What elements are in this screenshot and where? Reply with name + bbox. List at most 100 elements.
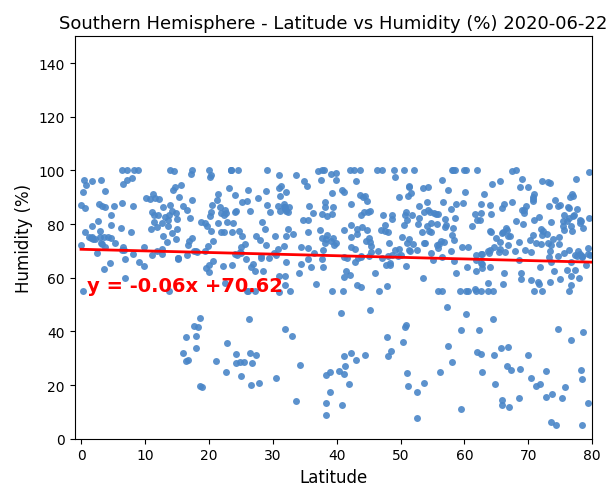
Point (95, 233, 105, 241)
Point (172, 225, 182, 233)
Point (408, 241, 418, 249)
Point (377, 167, 387, 175)
Point (472, 348, 482, 356)
Point (170, 184, 180, 192)
Point (328, 190, 338, 198)
Point (419, 239, 429, 247)
Point (346, 222, 356, 230)
Point (566, 258, 576, 266)
Point (423, 223, 432, 231)
Point (363, 197, 373, 205)
Point (434, 244, 444, 252)
Point (296, 260, 306, 268)
Point (118, 243, 128, 252)
Point (383, 253, 393, 261)
Point (294, 270, 304, 278)
Point (511, 217, 521, 225)
Point (187, 196, 197, 204)
Point (404, 183, 414, 191)
Point (160, 213, 169, 221)
Point (275, 192, 285, 200)
Point (448, 257, 458, 265)
Point (564, 203, 573, 211)
Point (233, 227, 243, 235)
Point (116, 224, 126, 232)
Point (462, 264, 472, 272)
Point (583, 399, 593, 407)
Point (274, 288, 284, 296)
Point (283, 225, 293, 233)
Point (578, 224, 588, 232)
Point (488, 352, 498, 360)
Point (122, 167, 132, 175)
Point (555, 276, 565, 284)
Point (394, 245, 404, 254)
Point (496, 229, 506, 237)
Point (560, 383, 570, 391)
Point (495, 246, 505, 254)
Point (317, 256, 327, 264)
Point (90, 236, 100, 244)
Point (538, 227, 548, 235)
Point (262, 167, 272, 175)
Point (163, 217, 173, 225)
Point (167, 230, 177, 238)
Point (97, 202, 107, 210)
Point (231, 208, 241, 216)
Point (342, 255, 352, 263)
Point (487, 180, 497, 188)
Point (320, 203, 330, 211)
Point (475, 216, 485, 224)
Point (352, 282, 362, 290)
Point (536, 241, 546, 249)
Point (546, 259, 556, 267)
Point (279, 203, 289, 211)
Point (168, 187, 178, 195)
Point (586, 252, 596, 260)
Point (577, 375, 586, 383)
Point (426, 249, 436, 257)
Point (261, 226, 270, 234)
Point (384, 260, 394, 268)
Point (528, 196, 538, 204)
Point (501, 224, 511, 232)
Point (282, 232, 291, 240)
Point (174, 194, 184, 202)
Point (495, 238, 505, 246)
Point (169, 168, 179, 176)
Point (356, 211, 366, 219)
Point (505, 232, 515, 240)
Point (423, 183, 433, 191)
Point (554, 233, 564, 241)
Point (147, 209, 156, 217)
Point (567, 227, 577, 235)
Point (239, 358, 249, 366)
Point (355, 192, 365, 200)
Point (385, 262, 395, 270)
Point (520, 247, 530, 255)
Point (471, 286, 480, 294)
Point (273, 246, 283, 254)
Point (456, 405, 466, 413)
Point (86, 234, 95, 242)
Point (168, 208, 177, 216)
Point (379, 227, 389, 235)
Point (153, 223, 163, 231)
Point (225, 167, 235, 175)
Point (184, 237, 194, 245)
Point (424, 227, 434, 235)
Point (248, 260, 258, 268)
Point (517, 176, 527, 184)
Point (76, 201, 86, 209)
Point (567, 336, 577, 344)
Point (496, 401, 506, 409)
Point (275, 272, 285, 280)
Point (461, 310, 471, 318)
Point (341, 268, 351, 276)
Point (486, 211, 496, 219)
Point (322, 232, 331, 240)
Point (483, 280, 493, 288)
Point (245, 316, 254, 324)
Point (418, 184, 428, 192)
Point (569, 211, 579, 219)
